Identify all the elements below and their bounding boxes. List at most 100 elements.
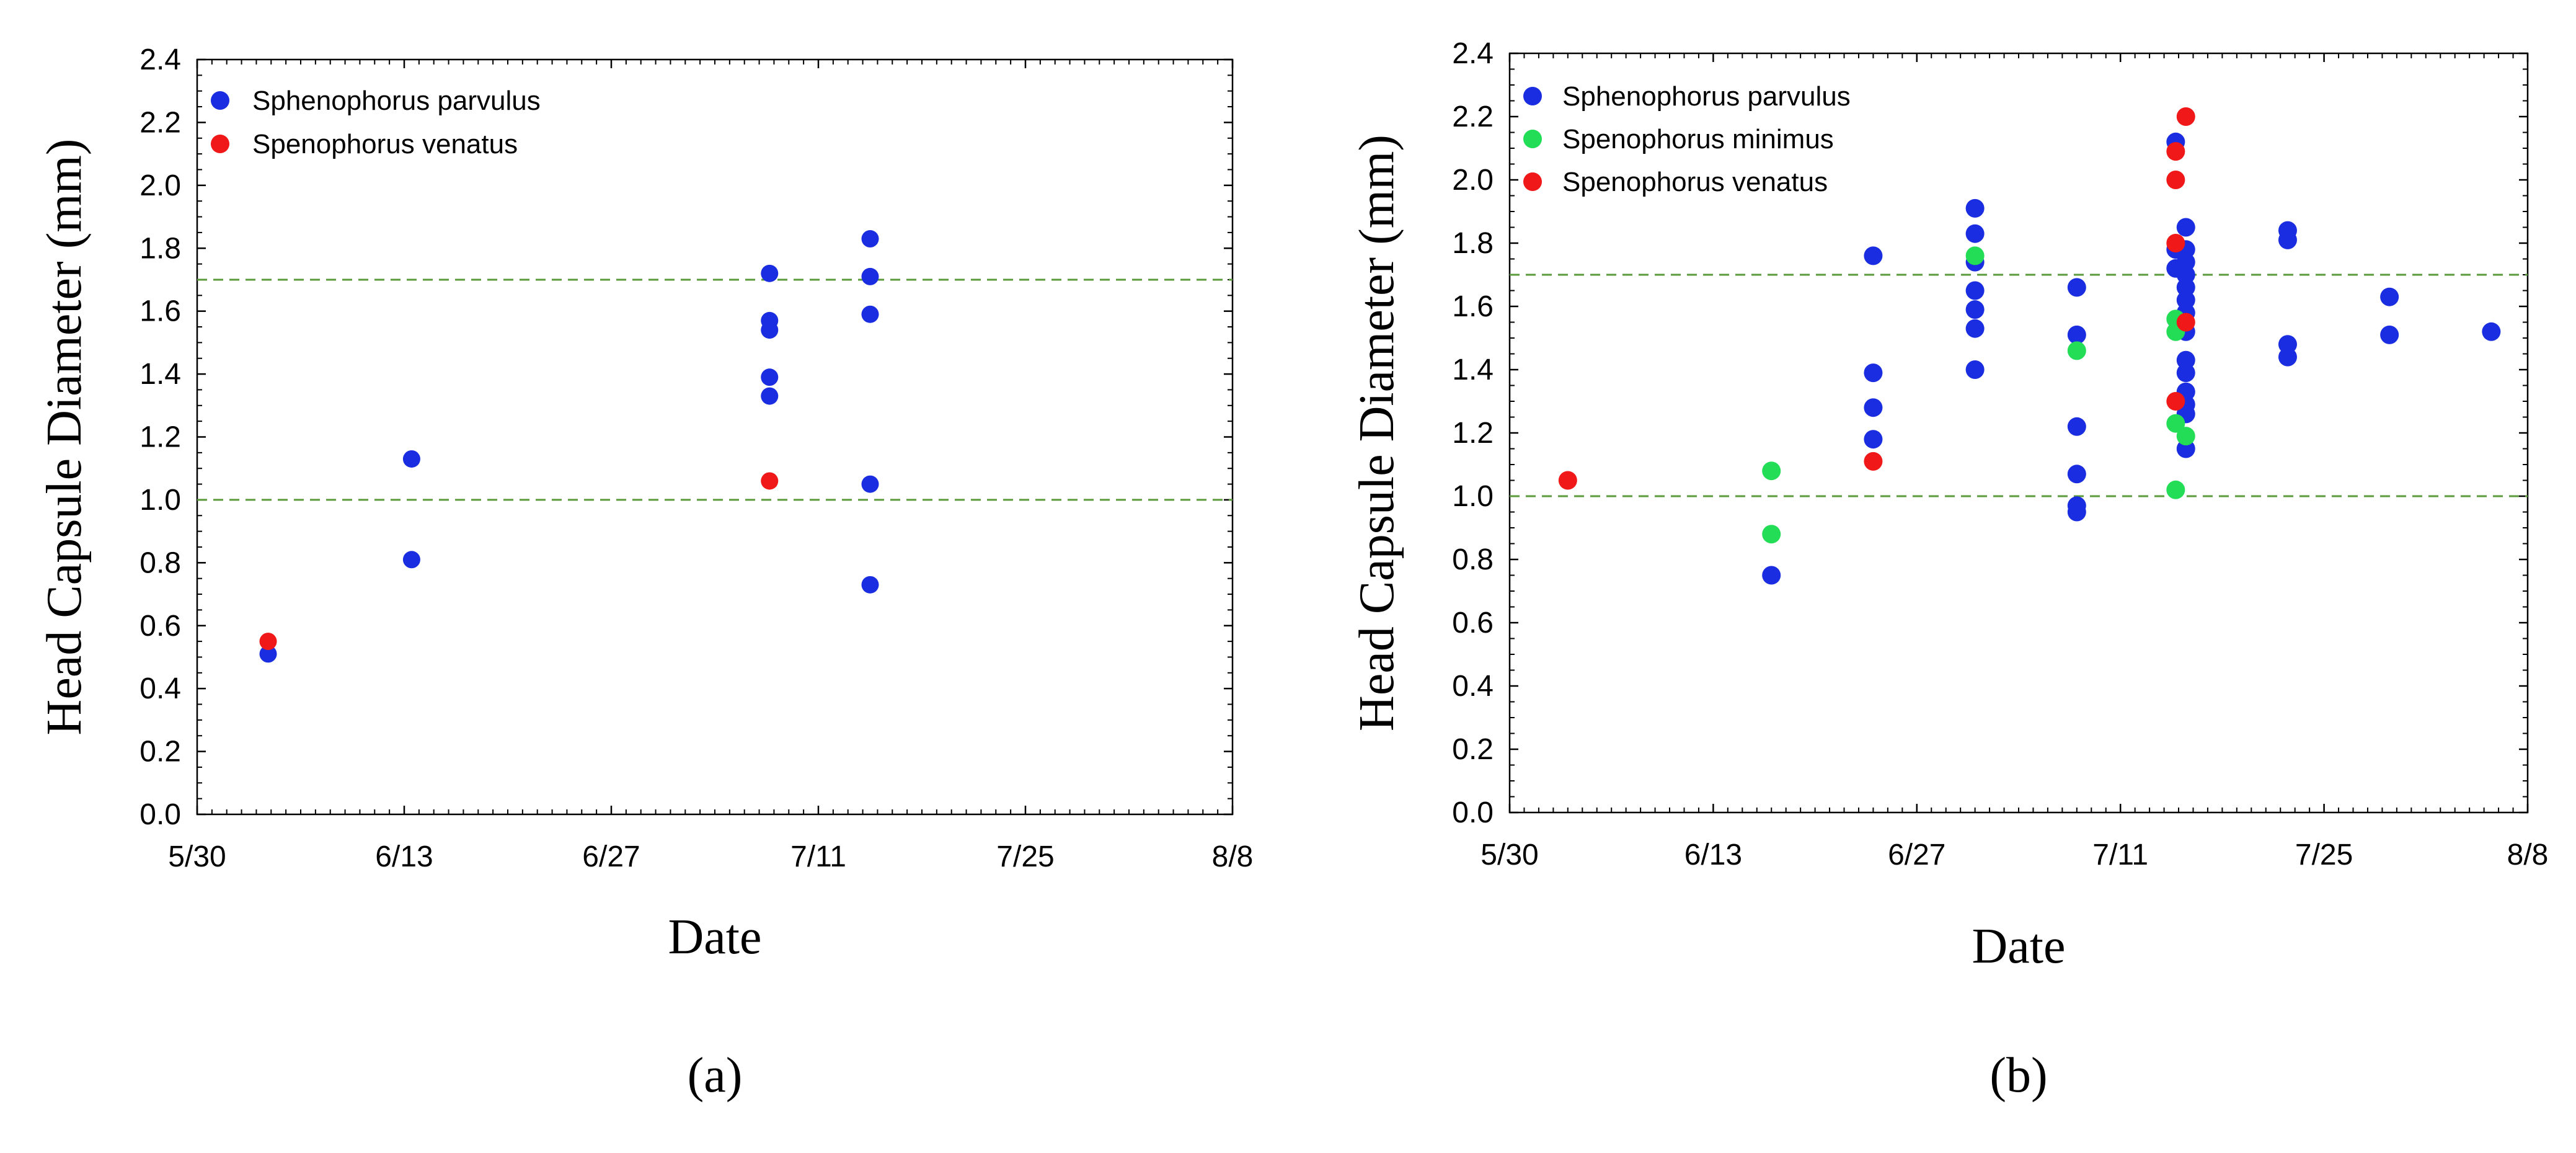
data-point bbox=[761, 387, 779, 405]
data-point bbox=[1965, 246, 1985, 265]
plot-frame bbox=[196, 58, 1234, 816]
data-point bbox=[402, 450, 420, 468]
data-point bbox=[2176, 218, 2195, 237]
y-tick-label: 1.8 bbox=[1452, 227, 1494, 260]
data-point bbox=[1762, 566, 1781, 585]
data-point bbox=[1762, 461, 1781, 481]
y-tick-label: 0.8 bbox=[1452, 543, 1494, 576]
y-tick-label: 0.4 bbox=[1452, 670, 1494, 703]
series-spenophorus-venatus bbox=[1558, 107, 2195, 490]
y-tick-label: 2.2 bbox=[1452, 100, 1494, 133]
y-tick-label: 2.4 bbox=[139, 43, 181, 76]
y-tick-label: 0.2 bbox=[139, 736, 181, 768]
y-tick-label: 1.0 bbox=[139, 484, 181, 517]
y-tick-label: 0.8 bbox=[139, 546, 181, 579]
data-point bbox=[761, 472, 779, 490]
data-point bbox=[1864, 452, 1883, 471]
x-tick-label: 8/8 bbox=[2507, 839, 2549, 871]
data-point bbox=[2067, 417, 2086, 436]
legend-marker bbox=[211, 135, 229, 153]
panel-label: (b) bbox=[1990, 1048, 2047, 1103]
x-tick-label: 7/25 bbox=[2295, 839, 2353, 871]
data-point bbox=[2166, 171, 2185, 189]
y-tick-label: 0.0 bbox=[1452, 796, 1494, 829]
y-tick-label: 0.6 bbox=[1452, 607, 1494, 639]
y-tick-label: 1.4 bbox=[1452, 354, 1494, 386]
y-tick-label: 2.0 bbox=[1452, 164, 1494, 197]
x-axis-label: Date bbox=[668, 910, 761, 964]
data-point bbox=[1965, 300, 1985, 319]
data-point bbox=[2067, 325, 2086, 344]
data-point bbox=[1864, 363, 1883, 383]
legend-label: Spenophorus venatus bbox=[1562, 167, 1828, 197]
data-point bbox=[2166, 142, 2185, 161]
data-point bbox=[2380, 287, 2399, 306]
data-point bbox=[2176, 427, 2195, 446]
legend-label: Sphenophorus parvulus bbox=[1562, 81, 1851, 112]
legend-marker bbox=[1523, 130, 1542, 148]
y-axis-label: Head Capsule Diameter (mm) bbox=[1350, 135, 1404, 731]
data-point bbox=[1558, 471, 1577, 490]
panel-label: (a) bbox=[688, 1048, 743, 1103]
data-point bbox=[2176, 313, 2195, 332]
x-tick-label: 7/11 bbox=[2092, 839, 2148, 871]
data-point bbox=[2067, 465, 2086, 484]
x-tick-label: 7/25 bbox=[996, 840, 1054, 873]
y-tick-label: 2.4 bbox=[1452, 37, 1494, 70]
data-point bbox=[1864, 398, 1883, 417]
x-tick-label: 6/13 bbox=[1684, 839, 1742, 871]
y-tick-label: 1.0 bbox=[1452, 480, 1494, 513]
data-point bbox=[402, 551, 420, 569]
data-point bbox=[1965, 360, 1985, 379]
series-sphenophorus-parvulus bbox=[1762, 132, 2501, 585]
data-point bbox=[2067, 502, 2086, 522]
data-point bbox=[2278, 347, 2297, 367]
data-point bbox=[1762, 525, 1781, 544]
y-tick-label: 2.0 bbox=[139, 169, 181, 202]
legend-label: Sphenophorus parvulus bbox=[252, 86, 541, 116]
data-point bbox=[1965, 198, 1985, 218]
x-tick-label: 6/27 bbox=[1888, 839, 1945, 871]
legend-label: Spenophorus venatus bbox=[252, 129, 518, 159]
data-point bbox=[2278, 230, 2297, 249]
data-point bbox=[2380, 325, 2399, 344]
chart-panel-b: 0.0 0.2 0.4 0.6 0.8 1.0 1.2 1.4 1.6 1.8 2.0 2.2 2.4 5… bbox=[1350, 37, 2548, 1103]
y-tick-label: 1.6 bbox=[1452, 290, 1494, 323]
y-axis-label: Head Capsule Diameter (mm) bbox=[37, 139, 92, 736]
data-point bbox=[1965, 224, 1985, 243]
data-point bbox=[761, 321, 779, 339]
legend-marker bbox=[1523, 172, 1542, 191]
data-point bbox=[861, 305, 879, 323]
data-point bbox=[2067, 278, 2086, 297]
y-tick-label: 0.0 bbox=[139, 798, 181, 831]
y-tick-label: 1.4 bbox=[139, 358, 181, 391]
y-tick-label: 1.2 bbox=[139, 421, 181, 454]
x-axis-label: Date bbox=[1972, 919, 2065, 974]
x-tick-label: 7/11 bbox=[790, 840, 846, 873]
chart-panel-a: 0.0 0.2 0.4 0.6 0.8 1.0 1.2 1.4 1.6 1.8 2.0 2.2 2.4 5… bbox=[37, 43, 1253, 1103]
legend-label: Spenophorus minimus bbox=[1562, 124, 1834, 154]
y-tick-label: 0.4 bbox=[139, 672, 181, 705]
data-point bbox=[259, 633, 277, 651]
data-point bbox=[259, 645, 277, 663]
data-point bbox=[861, 230, 879, 248]
data-point bbox=[2166, 480, 2185, 499]
data-point bbox=[2166, 234, 2185, 252]
y-tick-label: 1.8 bbox=[139, 232, 181, 265]
data-point bbox=[2166, 392, 2185, 411]
series-sphenophorus-parvulus bbox=[259, 230, 879, 663]
series-spenophorus-venatus bbox=[259, 472, 779, 651]
data-point bbox=[1965, 319, 1985, 338]
y-tick-label: 1.6 bbox=[139, 295, 181, 328]
legend-marker bbox=[1523, 87, 1542, 105]
x-tick-label: 8/8 bbox=[1212, 840, 1254, 873]
y-tick-label: 0.2 bbox=[1452, 733, 1494, 766]
legend-marker bbox=[211, 91, 229, 110]
data-point bbox=[2166, 414, 2185, 433]
data-point bbox=[1864, 430, 1883, 449]
data-point bbox=[2176, 107, 2195, 126]
y-tick-label: 1.2 bbox=[1452, 417, 1494, 450]
data-point bbox=[761, 264, 779, 282]
y-tick-label: 2.2 bbox=[139, 106, 181, 139]
